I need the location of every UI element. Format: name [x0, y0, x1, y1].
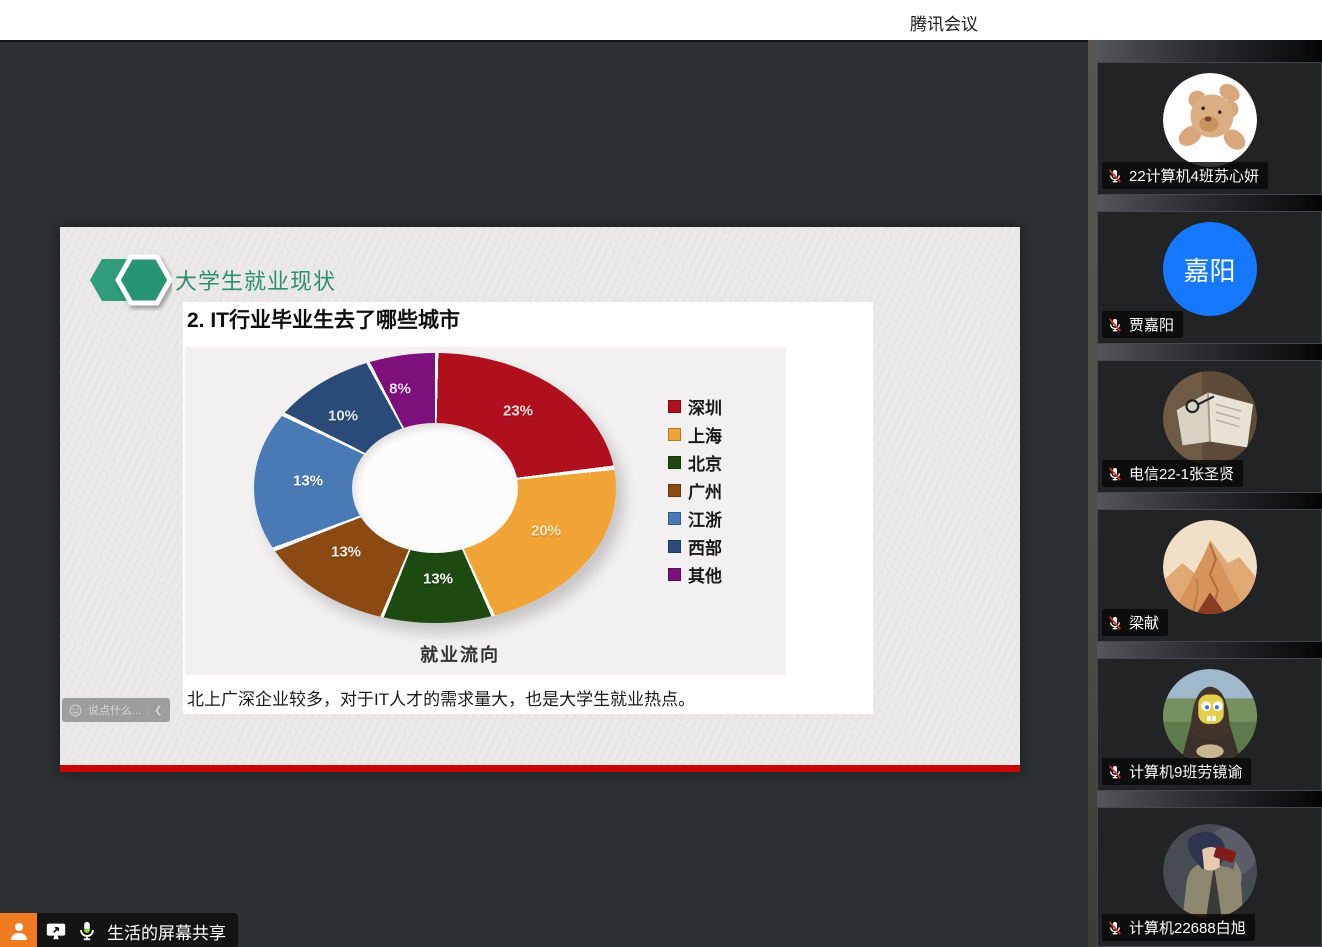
tile-separator: [1097, 642, 1322, 658]
mic-muted-icon: [1109, 168, 1121, 183]
tile-separator: [1097, 344, 1322, 360]
slice-label: 10%: [327, 407, 359, 425]
app-title: 腾讯会议: [910, 15, 978, 34]
participant-name-chip: 计算机22688白旭: [1102, 914, 1255, 941]
slide-section-title: 大学生就业现状: [175, 269, 337, 294]
legend-item: 上海: [668, 423, 722, 446]
mic-muted-icon: [1109, 615, 1121, 630]
avatar-teddy-bear: [1162, 73, 1257, 167]
sidebar-resize-handle[interactable]: [1088, 40, 1097, 947]
tile-separator: [1097, 195, 1322, 211]
slice-label: 20%: [530, 522, 562, 540]
donut-hole: [352, 423, 518, 553]
participant-name-chip: 22计算机4班苏心妍: [1102, 162, 1269, 189]
participant-name-chip: 计算机9班劳镜谕: [1102, 758, 1252, 785]
legend-item: 西部: [668, 535, 722, 558]
screen-share-toolbar[interactable]: 生活的屏幕共享: [37, 913, 238, 947]
slice-label: 13%: [330, 543, 362, 561]
legend-item: 深圳: [668, 395, 722, 418]
legend-swatch: [668, 484, 681, 497]
tile-separator: [1097, 40, 1322, 62]
chart-caption: 就业流向: [420, 645, 500, 665]
tile-separator: [1097, 493, 1322, 509]
chart-heading: 2. IT行业毕业生去了哪些城市: [187, 309, 461, 332]
legend-item: 北京: [668, 451, 722, 474]
mic-muted-icon: [1109, 764, 1121, 779]
divider: [147, 703, 149, 717]
legend-item: 广州: [668, 479, 722, 502]
participant-name-chip: 贾嘉阳: [1102, 311, 1184, 338]
microphone-icon: [80, 921, 94, 941]
slide-bottom-bar: [60, 765, 1020, 772]
legend-swatch: [668, 400, 681, 413]
chart-legend: 深圳 上海 北京 广州 江浙: [668, 395, 722, 586]
avatar-initials: 嘉阳: [1162, 222, 1257, 316]
participant-name: 电信22-1张圣贤: [1129, 466, 1235, 483]
participant-tile[interactable]: 嘉阳 贾嘉阳: [1097, 211, 1322, 344]
chat-quick-input[interactable]: 说点什么... ❮: [62, 698, 170, 722]
legend-item: 江浙: [668, 507, 722, 530]
mic-muted-icon: [1109, 920, 1121, 935]
participant-name-chip: 梁献: [1102, 609, 1169, 636]
slice-label: 23%: [502, 402, 534, 420]
legend-swatch: [668, 428, 681, 441]
participants-sidebar: 22计算机4班苏心妍 嘉阳 贾嘉阳: [1088, 40, 1322, 947]
legend-swatch: [668, 512, 681, 525]
avatar-open-book: [1162, 371, 1257, 465]
donut-chart-wrap: 23% 20% 13% 13% 13% 10% 8%: [254, 353, 616, 623]
smiley-icon: [69, 704, 82, 716]
legend-swatch: [668, 456, 681, 469]
shared-screen-area: 大学生就业现状 2. IT行业毕业生去了哪些城市 23% 20% 13% 13%…: [0, 40, 1088, 947]
participant-name: 22计算机4班苏心妍: [1129, 168, 1260, 185]
slide-content-box: 2. IT行业毕业生去了哪些城市 23% 20% 13% 13% 13% 10%…: [183, 302, 873, 714]
participant-tile[interactable]: 电信22-1张圣贤: [1097, 360, 1322, 493]
slide-footer-text: 北上广深企业较多，对于IT人才的需求量大，也是大学生就业热点。: [187, 690, 696, 709]
person-icon: [10, 923, 27, 940]
participant-name: 计算机9班劳镜谕: [1129, 764, 1243, 781]
legend-swatch: [668, 568, 681, 581]
chevron-left-icon[interactable]: ❮: [154, 704, 163, 716]
legend-swatch: [668, 540, 681, 553]
participant-tile[interactable]: 计算机22688白旭: [1097, 807, 1322, 947]
hexagon-bullet-icon: [90, 254, 172, 306]
participant-name: 贾嘉阳: [1129, 317, 1175, 334]
avatar-anime-drinking: [1162, 824, 1257, 918]
tile-separator: [1097, 791, 1322, 807]
participant-name: 梁献: [1129, 615, 1160, 632]
sharer-label: 生活的屏幕共享: [107, 923, 226, 943]
presenter-badge[interactable]: [0, 913, 37, 947]
participant-tile[interactable]: 22计算机4班苏心妍: [1097, 62, 1322, 195]
chart-panel: 23% 20% 13% 13% 13% 10% 8% 深圳: [185, 347, 786, 675]
avatar-cartoon-portrait: [1162, 669, 1257, 763]
slice-label: 13%: [292, 472, 324, 490]
screen-share-icon: [46, 923, 66, 940]
slice-label: 8%: [389, 380, 411, 398]
participant-tile[interactable]: 梁献: [1097, 509, 1322, 642]
mic-muted-icon: [1109, 466, 1121, 481]
avatar-mountain-painting: [1162, 520, 1257, 614]
legend-item: 其他: [668, 563, 722, 586]
presentation-slide: 大学生就业现状 2. IT行业毕业生去了哪些城市 23% 20% 13% 13%…: [60, 227, 1020, 772]
mic-muted-icon: [1109, 317, 1121, 332]
participant-tile[interactable]: 计算机9班劳镜谕: [1097, 658, 1322, 791]
slice-label: 13%: [422, 570, 454, 588]
title-bar: 腾讯会议: [0, 0, 1322, 40]
chat-placeholder[interactable]: 说点什么...: [88, 705, 142, 717]
participant-name: 计算机22688白旭: [1129, 920, 1246, 937]
participant-tiles: 22计算机4班苏心妍 嘉阳 贾嘉阳: [1097, 40, 1322, 947]
participant-name-chip: 电信22-1张圣贤: [1102, 460, 1244, 487]
